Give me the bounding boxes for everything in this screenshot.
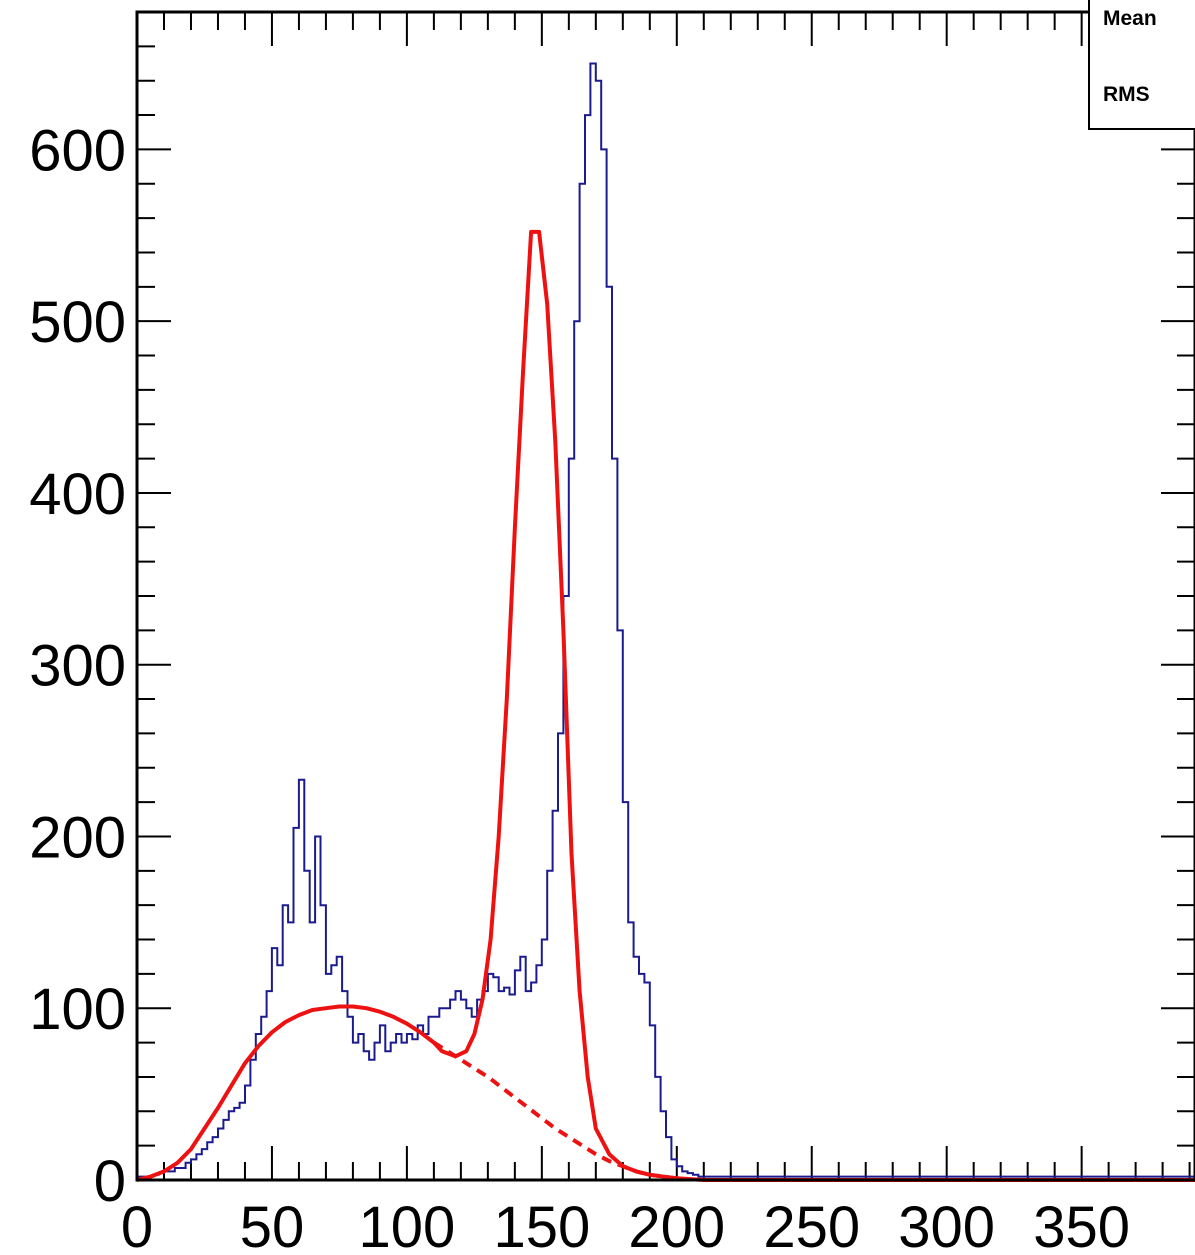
labels-layer: 0 50 100 150 200 250 300 350 0 100 200 300 400 500 600 [29, 118, 1130, 1255]
y-tick-label: 300 [29, 634, 126, 699]
stats-box-frame [1088, 0, 1195, 130]
background-fit-curve [432, 1040, 678, 1181]
histogram-series [137, 62, 1195, 1178]
plot-frame [135, 10, 1195, 1182]
x-tick-label: 350 [1033, 1195, 1130, 1255]
x-tick-label: 50 [240, 1195, 305, 1255]
series-layer [136, 62, 1195, 1182]
y-tick-label: 0 [94, 1149, 126, 1214]
x-tick-label: 0 [121, 1195, 153, 1255]
y-tick-label: 600 [29, 118, 126, 183]
x-tick-label: 200 [628, 1195, 725, 1255]
x-tick-label: 300 [898, 1195, 995, 1255]
y-tick-label: 200 [29, 805, 126, 870]
fit-curve [136, 229, 1195, 1182]
y-tick-label: 400 [29, 462, 126, 527]
stats-box: Mean RMS [1088, 0, 1195, 130]
x-tick-label: 150 [493, 1195, 590, 1255]
stats-rms-label: RMS [1103, 83, 1150, 106]
y-tick-label: 100 [29, 977, 126, 1042]
x-tick-label: 250 [763, 1195, 860, 1255]
y-tick-label: 500 [29, 290, 126, 355]
x-tick-label: 100 [359, 1195, 456, 1255]
stats-mean-label: Mean [1103, 7, 1157, 30]
